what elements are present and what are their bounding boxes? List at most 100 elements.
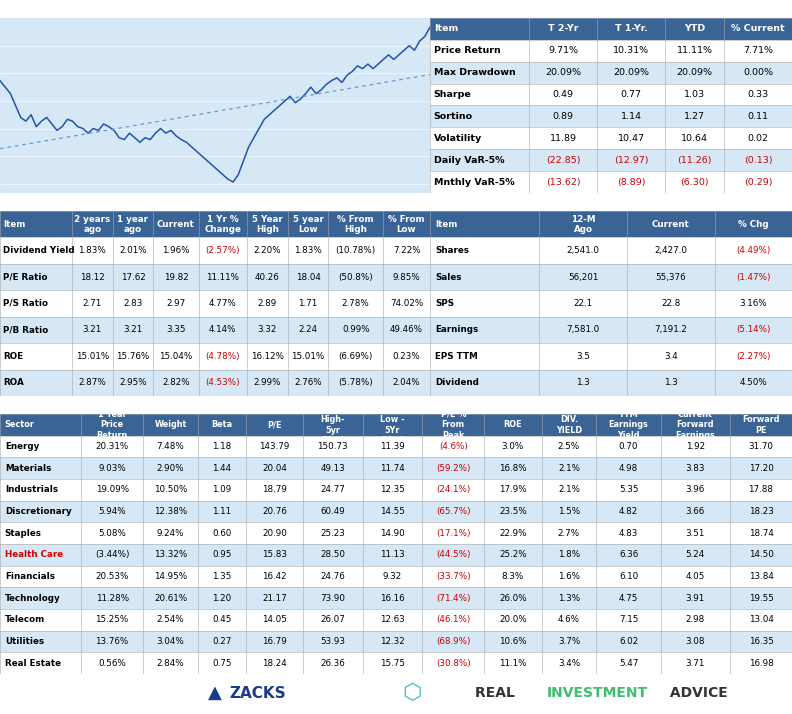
Text: 9.03%: 9.03% <box>98 463 126 473</box>
Text: 2.83: 2.83 <box>124 299 143 308</box>
Text: 3.4: 3.4 <box>664 352 678 361</box>
Text: 2.1%: 2.1% <box>558 486 580 494</box>
Text: P/S Ratio: P/S Ratio <box>3 299 48 308</box>
Text: 18.24: 18.24 <box>262 659 287 668</box>
Text: 3.83: 3.83 <box>686 463 705 473</box>
Text: 1.5%: 1.5% <box>558 507 580 516</box>
Text: 7.15: 7.15 <box>619 615 638 624</box>
Bar <box>0 291 430 317</box>
Text: (0.29): (0.29) <box>744 178 772 186</box>
Text: 16.16: 16.16 <box>380 593 405 603</box>
Text: 2.90%: 2.90% <box>157 463 185 473</box>
Text: 8.3%: 8.3% <box>502 572 524 581</box>
Text: 20.09%: 20.09% <box>545 69 581 77</box>
Text: 20.31%: 20.31% <box>96 442 129 451</box>
Text: 16.98: 16.98 <box>748 659 773 668</box>
Text: 0.45: 0.45 <box>212 615 231 624</box>
Text: Sharpe: Sharpe <box>434 90 471 99</box>
Text: 23.5%: 23.5% <box>499 507 527 516</box>
Bar <box>430 40 792 61</box>
Text: (6.30): (6.30) <box>680 178 709 186</box>
Text: 1.11: 1.11 <box>212 507 231 516</box>
Text: (24.1%): (24.1%) <box>436 486 470 494</box>
Text: SPY RISK INFO: SPY RISK INFO <box>434 4 524 14</box>
Text: 0.70: 0.70 <box>619 442 638 451</box>
Text: P/E: P/E <box>267 421 282 429</box>
Text: 74.02%: 74.02% <box>390 299 423 308</box>
Text: ADVICE: ADVICE <box>665 686 728 700</box>
Text: % From
High: % From High <box>337 214 374 234</box>
Text: ROE: ROE <box>504 421 522 429</box>
Text: 11.13: 11.13 <box>380 550 405 559</box>
Text: 4.50%: 4.50% <box>740 378 767 387</box>
Text: 2.99%: 2.99% <box>253 378 281 387</box>
Bar <box>0 588 792 609</box>
Text: 9.32: 9.32 <box>383 572 402 581</box>
Text: Dividend: Dividend <box>436 378 479 387</box>
Text: 14.55: 14.55 <box>380 507 405 516</box>
Text: % From
Low: % From Low <box>388 214 425 234</box>
Text: Industrials: Industrials <box>5 486 58 494</box>
Text: 2.78%: 2.78% <box>342 299 370 308</box>
Text: 5.08%: 5.08% <box>98 528 126 538</box>
Text: 1.09: 1.09 <box>212 486 231 494</box>
Text: Mnthly VaR-5%: Mnthly VaR-5% <box>434 178 515 186</box>
Text: 19.09%: 19.09% <box>96 486 128 494</box>
Text: Item: Item <box>436 220 458 228</box>
Text: 15.75: 15.75 <box>380 659 405 668</box>
Text: Sortino: Sortino <box>434 112 473 121</box>
Text: 2,427.0: 2,427.0 <box>654 246 687 255</box>
Text: 19.55: 19.55 <box>748 593 774 603</box>
Text: Max Drawdown: Max Drawdown <box>434 69 516 77</box>
Text: 1.20: 1.20 <box>212 593 231 603</box>
Text: 12-M
Ago: 12-M Ago <box>571 214 596 234</box>
Text: P/E
High-
5yr
(Mo.): P/E High- 5yr (Mo.) <box>321 405 345 445</box>
Text: 150.73: 150.73 <box>318 442 348 451</box>
Bar <box>430 264 792 291</box>
Text: 10.47: 10.47 <box>618 134 645 143</box>
Text: % Chg: % Chg <box>738 220 769 228</box>
Text: 4.82: 4.82 <box>619 507 638 516</box>
Bar <box>430 211 792 238</box>
Bar <box>0 544 792 565</box>
Text: 19.82: 19.82 <box>163 273 188 281</box>
Text: 4.14%: 4.14% <box>209 326 237 334</box>
Text: (30.8%): (30.8%) <box>436 659 470 668</box>
Text: 2.89: 2.89 <box>257 299 277 308</box>
Text: 0.75: 0.75 <box>212 659 231 668</box>
Text: 7.22%: 7.22% <box>393 246 421 255</box>
Bar <box>430 238 792 264</box>
Text: 15.83: 15.83 <box>262 550 287 559</box>
Text: 3.66: 3.66 <box>686 507 705 516</box>
Text: 3.04%: 3.04% <box>157 637 185 646</box>
Bar <box>430 149 792 171</box>
Text: 0.95: 0.95 <box>212 550 231 559</box>
Text: 0.99%: 0.99% <box>342 326 370 334</box>
Text: 14.95%: 14.95% <box>154 572 187 581</box>
Bar <box>0 653 792 674</box>
Text: 1.3: 1.3 <box>664 378 678 387</box>
Text: 2.84%: 2.84% <box>157 659 185 668</box>
Text: 2 years
ago: 2 years ago <box>74 214 110 234</box>
Text: 6.36: 6.36 <box>619 550 638 559</box>
Text: 1.3: 1.3 <box>576 378 590 387</box>
Text: 16.8%: 16.8% <box>499 463 527 473</box>
Text: 20.04: 20.04 <box>262 463 287 473</box>
Text: 11.89: 11.89 <box>550 134 577 143</box>
Text: 1 year
ago: 1 year ago <box>117 214 148 234</box>
Text: 4.75: 4.75 <box>619 593 638 603</box>
Text: 0.27: 0.27 <box>212 637 231 646</box>
Text: 15.01%: 15.01% <box>75 352 109 361</box>
Text: 3.32: 3.32 <box>257 326 277 334</box>
Text: Health Care: Health Care <box>5 550 63 559</box>
Bar <box>430 317 792 343</box>
Text: Price Return: Price Return <box>434 46 501 55</box>
Text: 56,201: 56,201 <box>568 273 598 281</box>
Text: 2.76%: 2.76% <box>294 378 322 387</box>
Text: 4.98: 4.98 <box>619 463 638 473</box>
Text: S&P 500 Market Cap Analysis: S&P 500 Market Cap Analysis <box>434 197 617 207</box>
Text: (5.78%): (5.78%) <box>338 378 373 387</box>
Bar <box>430 61 792 84</box>
Bar <box>0 238 430 264</box>
Bar <box>0 565 792 588</box>
